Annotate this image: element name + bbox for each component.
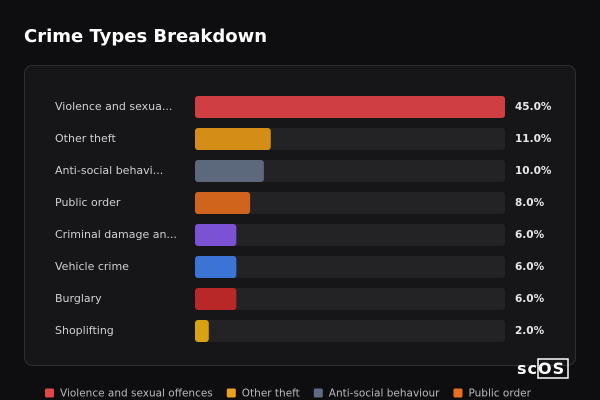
legend-swatch <box>45 388 54 398</box>
value-label: 6.0% <box>515 293 545 305</box>
legend-swatch <box>226 388 236 398</box>
legend-label: Public order <box>468 388 531 400</box>
value-label: 45.0% <box>515 101 552 113</box>
category-label: Criminal damage an... <box>55 228 177 241</box>
category-label: Shoplifting <box>55 324 114 337</box>
bar-track <box>195 224 505 246</box>
bar-track <box>195 128 505 150</box>
category-label: Violence and sexua... <box>55 100 172 113</box>
logo-box <box>537 358 569 379</box>
bar <box>195 128 271 150</box>
category-label: Public order <box>55 196 121 209</box>
bar <box>195 160 264 182</box>
bar <box>195 288 237 310</box>
bar-track <box>195 320 505 342</box>
bar-track <box>195 192 505 214</box>
value-label: 11.0% <box>515 133 552 145</box>
legend-swatch <box>313 388 323 398</box>
value-label: 8.0% <box>515 197 545 209</box>
value-label: 6.0% <box>515 261 545 273</box>
watermark: scOS <box>517 359 565 378</box>
category-label: Other theft <box>55 132 116 145</box>
bar <box>195 224 237 246</box>
bar-track <box>195 256 505 278</box>
value-label: 6.0% <box>515 229 545 241</box>
bar <box>195 96 505 118</box>
bar <box>195 320 209 342</box>
bar <box>195 192 251 214</box>
bar <box>195 256 237 278</box>
legend-swatch <box>453 388 463 398</box>
bar-track <box>195 288 505 310</box>
value-label: 2.0% <box>515 325 545 337</box>
bar-track <box>195 160 505 182</box>
category-label: Vehicle crime <box>55 260 129 273</box>
chart-title: Crime Types Breakdown <box>24 26 267 47</box>
legend-label: Violence and sexual offences <box>60 388 213 400</box>
category-label: Burglary <box>55 292 102 305</box>
legend-label: Other theft <box>242 388 300 400</box>
value-label: 10.0% <box>515 165 552 177</box>
legend-label: Anti-social behaviour <box>329 388 440 400</box>
category-label: Anti-social behavi... <box>55 164 163 177</box>
